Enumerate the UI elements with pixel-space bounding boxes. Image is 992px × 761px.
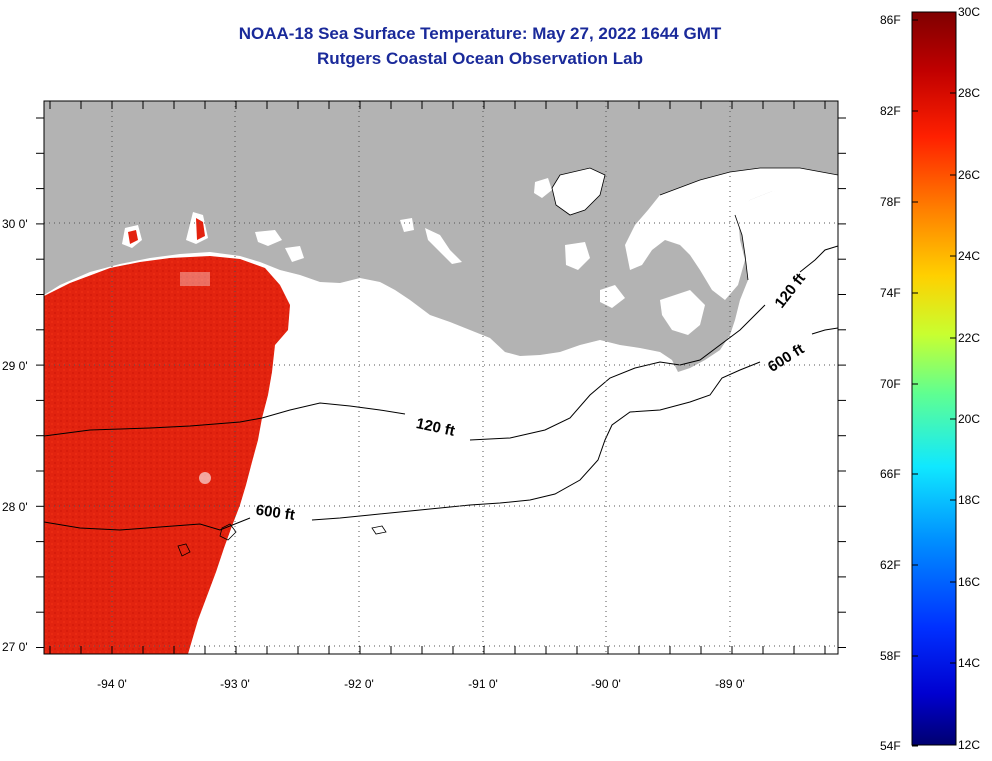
colorbar-label-c: 28C	[958, 86, 981, 100]
colorbar-label-c: 22C	[958, 331, 981, 345]
colorbar-label-f: 86F	[880, 13, 901, 27]
lat-label: 30 0'	[2, 217, 28, 231]
colorbar-label-c: 16C	[958, 575, 981, 589]
lat-label: 27 0'	[2, 640, 28, 654]
lon-label: -94 0'	[97, 677, 127, 691]
colorbar-label-f: 66F	[880, 467, 901, 481]
lon-label: -93 0'	[220, 677, 250, 691]
colorbar-label-f: 78F	[880, 195, 901, 209]
lon-label: -91 0'	[468, 677, 498, 691]
lat-labels: 30 0' 29 0' 28 0' 27 0'	[2, 217, 28, 654]
colorbar-label-c: 20C	[958, 412, 981, 426]
colorbar-label-c: 24C	[958, 249, 981, 263]
colorbar-ticks	[912, 11, 956, 747]
graticule	[44, 101, 838, 654]
lat-label: 28 0'	[2, 500, 28, 514]
colorbar-label-f: 74F	[880, 286, 901, 300]
colorbar-label-f: 82F	[880, 104, 901, 118]
lon-label: -92 0'	[344, 677, 374, 691]
colorbar-label-f: 54F	[880, 739, 901, 753]
lon-label: -89 0'	[715, 677, 745, 691]
lon-label: -90 0'	[591, 677, 621, 691]
colorbar-label-c: 26C	[958, 168, 981, 182]
colorbar-label-c: 12C	[958, 738, 981, 752]
colorbar-label-c: 14C	[958, 656, 981, 670]
colorbar-label-c: 18C	[958, 493, 981, 507]
chart-subtitle: Rutgers Coastal Ocean Observation Lab	[317, 49, 643, 68]
colorbar-label-f: 70F	[880, 377, 901, 391]
sst-swath	[44, 256, 290, 654]
colorbar-label-c: 30C	[958, 5, 981, 19]
colorbar	[911, 11, 957, 746]
chart-title: NOAA-18 Sea Surface Temperature: May 27,…	[238, 24, 722, 43]
tick-marks	[36, 101, 846, 654]
plot-frame	[43, 100, 839, 655]
colorbar-label-f: 58F	[880, 649, 901, 663]
contour-label-600ft-west: 600 ft	[255, 502, 296, 524]
lon-labels: -94 0' -93 0' -92 0' -91 0' -90 0' -89 0…	[97, 677, 745, 691]
colorbar-label-f: 62F	[880, 558, 901, 572]
lat-label: 29 0'	[2, 359, 28, 373]
